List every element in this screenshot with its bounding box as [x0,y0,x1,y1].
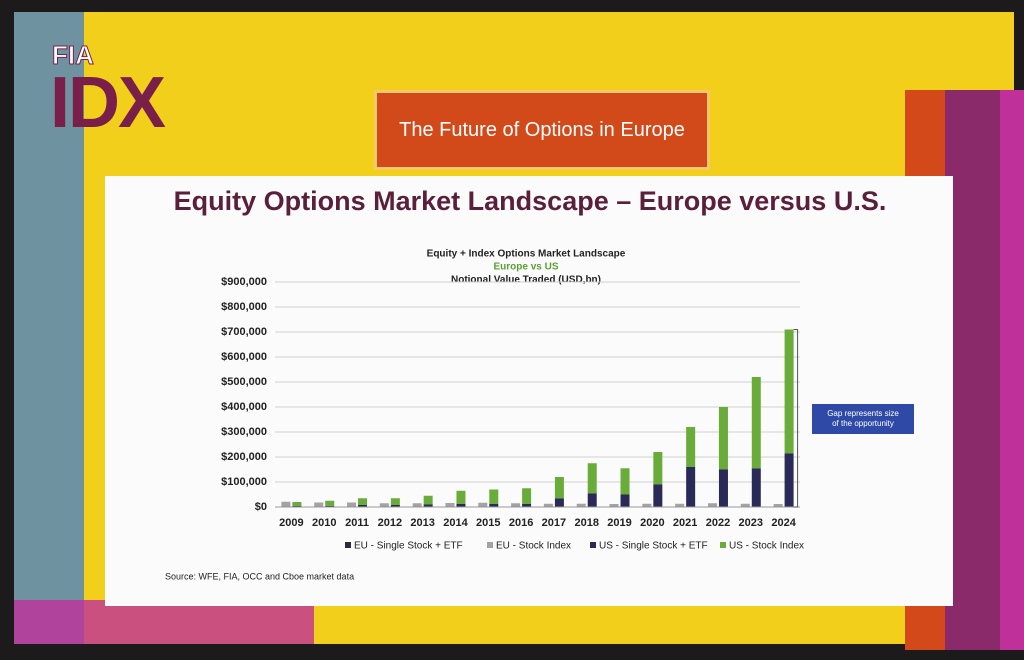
bar-segment [456,490,466,504]
y-tick-label: $600,000 [221,351,267,363]
bar-segment [784,453,794,507]
y-tick-label: $400,000 [221,401,267,413]
bar-segment [347,502,357,507]
bar-segment [675,503,685,507]
x-tick-label: 2016 [509,517,533,529]
logo-big: IDX [50,63,166,143]
bar-segment [609,504,619,507]
bar-segment [740,503,750,507]
x-tick-label: 2024 [771,517,796,529]
x-tick-label: 2021 [673,517,697,529]
legend-swatch [487,542,493,548]
x-tick-label: 2022 [706,517,730,529]
x-tick-label: 2013 [410,517,434,529]
bar-segment [653,484,663,507]
bar-segment [489,489,499,504]
bar-segment [751,377,761,469]
bar-segment [522,504,532,507]
bar-segment [390,505,400,507]
x-tick-label: 2010 [312,517,336,529]
bar-segment [522,488,532,504]
bar-segment [379,503,389,507]
bar-segment [751,468,761,507]
x-tick-label: 2023 [739,517,763,529]
bar-segment [281,501,291,507]
y-tick-label: $700,000 [221,326,267,338]
bar-segment [620,494,630,507]
y-tick-label: $300,000 [221,426,267,438]
bar-segment [325,505,335,507]
x-tick-label: 2015 [476,517,500,529]
y-tick-label: $0 [255,501,267,513]
y-tick-label: $200,000 [221,451,267,463]
bar-segment [412,503,422,507]
x-tick-label: 2012 [378,517,402,529]
bar-segment [653,452,663,485]
bar-segment [587,493,597,507]
bar-segment [587,463,597,494]
legend-label: US - Single Stock + ETF [599,541,708,552]
bar-segment [686,467,696,507]
bar-segment [314,502,324,507]
x-tick-label: 2009 [279,517,303,529]
chart-title: Equity + Index Options Market Landscape [427,249,626,260]
bar-segment [773,504,783,507]
bar-segment [358,498,368,505]
y-axis-label: Notional Value Traded (USD,bn) [451,275,601,286]
y-tick-label: $800,000 [221,301,267,313]
chart-subtitle: Europe vs US [493,262,558,273]
bracket [793,329,799,508]
legend-label: EU - Stock Index [496,541,571,552]
bar-segment [325,500,335,506]
legend-swatch [345,542,351,548]
legend-swatch [590,542,596,548]
bar-segment [390,498,400,505]
logo-small: FIA [52,40,95,71]
bar-segment [642,503,652,507]
source: Source: WFE, FIA, OCC and Cboe market da… [165,571,354,581]
bar-segment [576,503,586,507]
x-tick-label: 2020 [640,517,664,529]
bar-segment [554,498,564,507]
bar-segment [445,503,455,507]
bar-segment [489,504,499,507]
annotation: Gap represents size of the opportunity [827,409,899,428]
y-tick-label: $500,000 [221,376,267,388]
legend-label: US - Stock Index [729,541,804,552]
bar-segment [423,504,433,507]
bar-segment [707,503,717,507]
bar-segment [478,502,488,507]
bar-segment [292,505,302,507]
y-tick-label: $100,000 [221,476,267,488]
bar-segment [686,427,696,467]
bar-segment [511,503,521,507]
bar-segment [620,468,630,495]
bar-segment [543,503,553,507]
banner: The Future of Options in Europe [374,90,710,170]
x-tick-label: 2011 [345,517,369,529]
x-tick-label: 2019 [607,517,631,529]
bar-segment [423,495,433,505]
x-tick-label: 2014 [443,517,468,529]
bar-segment [718,469,728,507]
legend-swatch [720,542,726,548]
bar-segment [292,502,302,506]
slide-title: Equity Options Market Landscape – Europe… [173,186,887,216]
x-tick-label: 2017 [542,517,566,529]
bar-segment [358,505,368,507]
annotation-box [812,404,914,434]
bar-segment [554,477,564,499]
x-tick-label: 2018 [574,517,598,529]
legend-label: EU - Single Stock + ETF [354,541,463,552]
y-tick-label: $900,000 [221,276,267,288]
bar-segment [718,407,728,470]
bar-segment [456,504,466,507]
bar-segment [784,329,794,454]
